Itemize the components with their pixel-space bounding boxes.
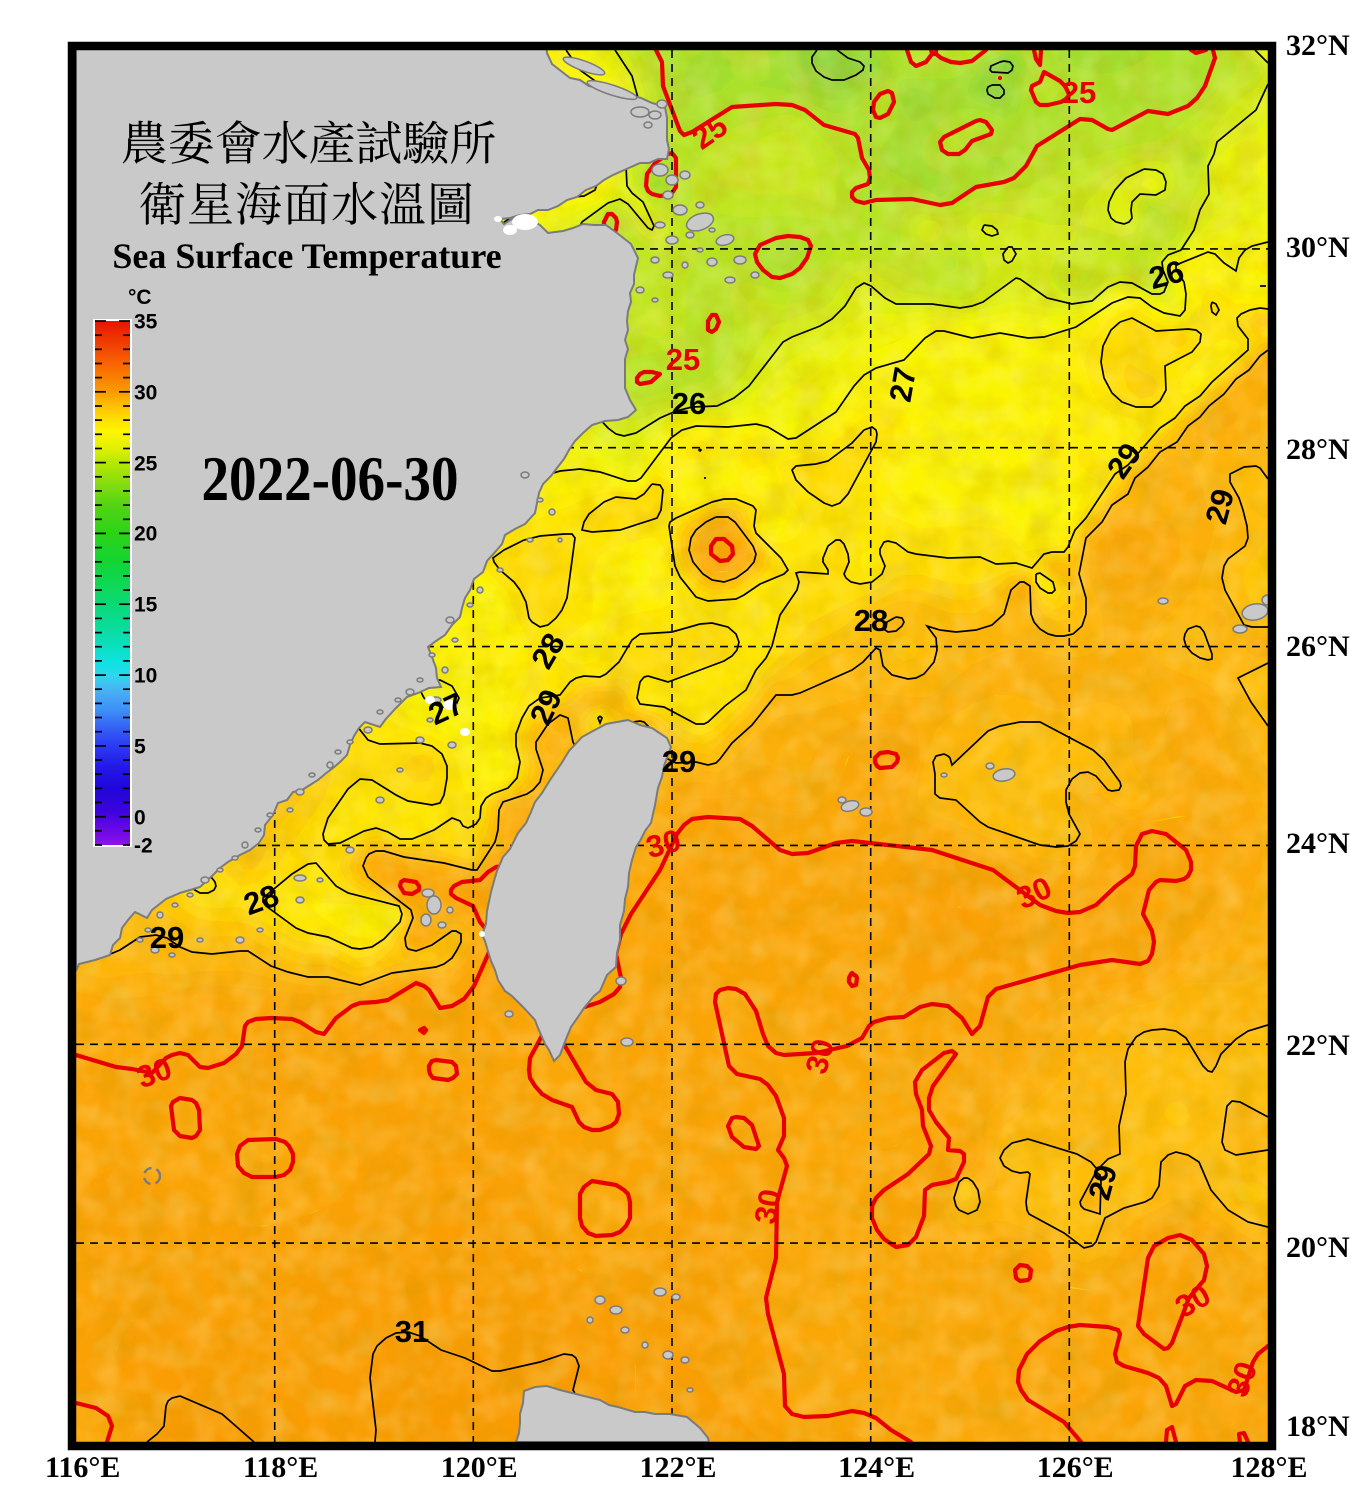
- svg-text:26°N: 26°N: [1286, 630, 1350, 663]
- svg-text:126°E: 126°E: [1037, 1451, 1114, 1484]
- svg-text:°C: °C: [128, 286, 152, 309]
- svg-text:26: 26: [672, 386, 706, 421]
- svg-text:24°N: 24°N: [1286, 827, 1350, 860]
- svg-text:28: 28: [854, 603, 888, 638]
- svg-text:128°E: 128°E: [1230, 1451, 1307, 1484]
- svg-text:30: 30: [134, 382, 157, 405]
- svg-text:2022-06-30: 2022-06-30: [201, 443, 458, 514]
- svg-text:30: 30: [747, 1187, 787, 1227]
- svg-text:25: 25: [666, 342, 700, 377]
- svg-text:29: 29: [150, 920, 184, 955]
- svg-text:28°N: 28°N: [1286, 433, 1350, 466]
- svg-text:22°N: 22°N: [1286, 1029, 1350, 1062]
- svg-text:31: 31: [395, 1314, 429, 1349]
- svg-text:122°E: 122°E: [639, 1451, 716, 1484]
- svg-text:5: 5: [134, 736, 146, 759]
- svg-text:120°E: 120°E: [441, 1451, 518, 1484]
- svg-text:25: 25: [134, 453, 158, 476]
- svg-text:35: 35: [134, 311, 158, 334]
- svg-text:18°N: 18°N: [1286, 1410, 1350, 1443]
- svg-text:27: 27: [882, 365, 922, 405]
- svg-text:116°E: 116°E: [45, 1451, 120, 1484]
- svg-text:15: 15: [134, 594, 158, 617]
- svg-text:29: 29: [662, 744, 696, 779]
- svg-text:-2: -2: [134, 835, 153, 858]
- svg-text:124°E: 124°E: [838, 1451, 915, 1484]
- svg-text:30°N: 30°N: [1286, 231, 1350, 264]
- svg-text:118°E: 118°E: [243, 1451, 318, 1484]
- svg-text:25: 25: [1062, 75, 1096, 110]
- svg-text:20°N: 20°N: [1286, 1231, 1350, 1264]
- svg-text:32°N: 32°N: [1286, 29, 1350, 62]
- svg-text:Sea Surface Temperature: Sea Surface Temperature: [112, 236, 501, 276]
- svg-text:10: 10: [134, 665, 157, 688]
- svg-text:20: 20: [134, 523, 157, 546]
- svg-text:0: 0: [134, 807, 146, 830]
